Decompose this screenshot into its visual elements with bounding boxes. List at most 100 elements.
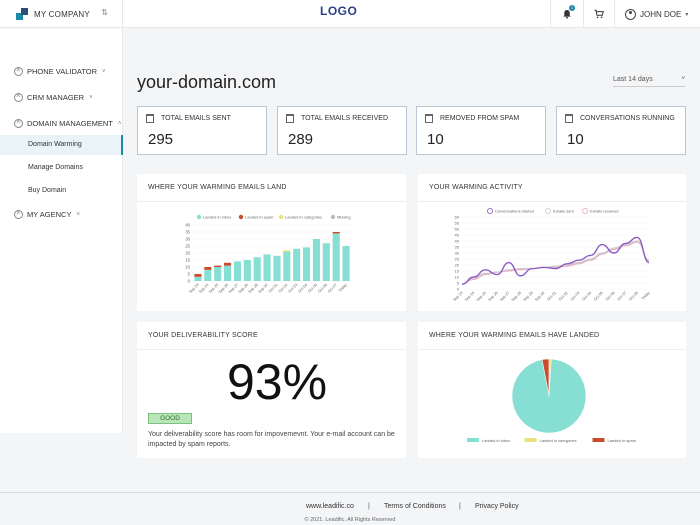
x-tick-label: Sep 30 bbox=[534, 291, 545, 302]
top-header: MY COMPANY ⇅ LOGO 1 JOHN DOE ▾ bbox=[0, 0, 700, 28]
copyright: © 2021. Leadific. All Rights Reserved bbox=[304, 517, 396, 523]
legend-swatch bbox=[196, 214, 202, 220]
legend-swatch bbox=[582, 208, 589, 215]
legend-label: Missing bbox=[337, 215, 351, 220]
legend-label: Landed in inbox bbox=[203, 215, 231, 220]
stat-value: 10 bbox=[427, 131, 444, 148]
stat-value: 295 bbox=[148, 131, 174, 148]
swap-icon[interactable]: ⇅ bbox=[101, 8, 108, 17]
chevron-down-icon: ˅ bbox=[102, 68, 106, 75]
company-logo-icon bbox=[16, 8, 28, 20]
user-menu[interactable]: JOHN DOE ▾ bbox=[614, 0, 700, 28]
card-divider bbox=[418, 349, 686, 350]
x-tick-label: Sep 25 bbox=[208, 283, 219, 294]
legend-swatch bbox=[487, 208, 494, 215]
app-logo[interactable]: LOGO bbox=[320, 4, 358, 18]
footer-separator: | bbox=[459, 503, 461, 510]
bar-segment bbox=[273, 255, 281, 281]
x-tick-label: Oct 06 bbox=[317, 283, 328, 294]
legend-label: Landed in spam bbox=[245, 215, 274, 220]
card-divider bbox=[137, 349, 406, 350]
legend-swatch bbox=[524, 438, 537, 442]
bar-segment bbox=[342, 246, 350, 281]
footer-link-website[interactable]: www.leadific.co bbox=[306, 503, 354, 510]
cart-icon bbox=[594, 9, 604, 19]
cart-button[interactable] bbox=[583, 0, 614, 28]
footer-link-privacy[interactable]: Privacy Policy bbox=[475, 503, 519, 510]
sidebar-item-domain-management[interactable]: DOMAIN MANAGEMENT ˄ bbox=[14, 117, 121, 128]
y-tick-label: 20 bbox=[455, 263, 460, 268]
bar-segment bbox=[293, 248, 301, 281]
legend-label: Emails received bbox=[590, 209, 618, 214]
sidebar-item-my-agency[interactable]: MY AGENCY ˅ bbox=[14, 208, 80, 219]
bar-segment bbox=[194, 276, 202, 281]
stat-label: TOTAL EMAILS SENT bbox=[161, 115, 231, 122]
stat-card-conversations: CONVERSATIONS RUNNING 10 bbox=[556, 106, 686, 155]
x-tick-label: Oct 06 bbox=[605, 291, 616, 302]
legend-swatch bbox=[330, 214, 336, 220]
y-tick-label: 30 bbox=[185, 237, 190, 242]
legend-label: Landed in categories bbox=[285, 215, 322, 220]
x-tick-label: Oct 07 bbox=[617, 291, 628, 302]
x-tick-label: Sep 25 bbox=[476, 291, 487, 302]
chevron-down-icon: ˅ bbox=[89, 94, 93, 101]
bar-segment bbox=[332, 233, 340, 281]
x-tick-label: Oct 03 bbox=[570, 291, 581, 302]
sidebar-subitem-buy-domain[interactable]: Buy Domain bbox=[28, 187, 67, 194]
stat-card-emails-received: TOTAL EMAILS RECEIVED 289 bbox=[277, 106, 407, 155]
x-tick-label: Today bbox=[338, 283, 348, 293]
x-tick-label: Sep 30 bbox=[257, 283, 268, 294]
footer-link-terms[interactable]: Terms of Conditions bbox=[384, 503, 446, 510]
stat-value: 10 bbox=[567, 131, 584, 148]
bar-segment bbox=[312, 239, 320, 281]
legend-label: Conversations started bbox=[495, 209, 534, 214]
land-bar-chart: 0 5 10 15 20 25 30 35 40 Landed in inbox Landed in… bbox=[185, 214, 351, 294]
notifications-button[interactable]: 1 bbox=[550, 0, 583, 28]
notification-badge: 1 bbox=[569, 5, 575, 11]
bar-segment bbox=[214, 265, 222, 267]
bar-segment bbox=[253, 257, 261, 281]
activity-card: YOUR WARMING ACTIVITY 0 5 10 15 20 25 30 35 40 45… bbox=[418, 174, 686, 311]
y-tick-label: 10 bbox=[185, 265, 190, 270]
x-tick-label: Sep 28 bbox=[238, 283, 249, 294]
bar-segment bbox=[332, 232, 340, 234]
x-tick-label: Sep 23 bbox=[452, 291, 463, 302]
sidebar-item-label: MY AGENCY bbox=[27, 210, 72, 219]
x-tick-label: Today bbox=[641, 291, 651, 301]
x-tick-label: Oct 02 bbox=[278, 283, 289, 294]
chevron-down-icon: ▾ bbox=[685, 11, 689, 18]
y-tick-label: 0 bbox=[457, 287, 460, 292]
x-tick-label: Sep 29 bbox=[248, 283, 259, 294]
card-title: WHERE YOUR WARMING EMAILS HAVE LANDED bbox=[429, 332, 600, 339]
stat-label: TOTAL EMAILS RECEIVED bbox=[301, 115, 389, 122]
sidebar-subitem-domain-warming[interactable]: Domain Warming bbox=[0, 135, 123, 155]
series-line bbox=[461, 240, 650, 285]
x-tick-label: Oct 03 bbox=[288, 283, 299, 294]
stat-card-emails-sent: TOTAL EMAILS SENT 295 bbox=[137, 106, 267, 155]
bar-segment bbox=[194, 274, 202, 277]
deliverability-score: 93% bbox=[227, 354, 328, 410]
sidebar-subitem-manage-domains[interactable]: Manage Domains bbox=[28, 164, 83, 171]
y-tick-label: 50 bbox=[455, 227, 460, 232]
y-tick-label: 25 bbox=[455, 257, 460, 262]
y-tick-label: 10 bbox=[455, 275, 460, 280]
sidebar-item-crm-manager[interactable]: CRM MANAGER ˅ bbox=[14, 91, 93, 102]
card-divider bbox=[418, 201, 686, 202]
y-tick-label: 15 bbox=[185, 258, 190, 263]
period-select-value: Last 14 days bbox=[613, 76, 653, 83]
x-tick-label: Sep 26 bbox=[487, 291, 498, 302]
x-tick-label: Oct 04 bbox=[582, 291, 593, 302]
bar-segment bbox=[283, 250, 291, 252]
x-tick-label: Oct 08 bbox=[628, 291, 639, 302]
period-select[interactable]: Last 14 days ˅ bbox=[613, 76, 685, 87]
y-tick-label: 15 bbox=[455, 269, 460, 274]
sidebar-item-phone-validator[interactable]: PHONE VALIDATOR ˅ bbox=[14, 65, 106, 76]
company-name: MY COMPANY bbox=[34, 9, 90, 19]
footer: www.leadific.co | Terms of Conditions | … bbox=[0, 492, 700, 525]
landed-card: WHERE YOUR WARMING EMAILS HAVE LANDED La… bbox=[418, 322, 686, 458]
sidebar: PHONE VALIDATOR ˅ CRM MANAGER ˅ DOMAIN M… bbox=[0, 29, 123, 433]
card-title: WHERE YOUR WARMING EMAILS LAND bbox=[148, 184, 287, 191]
company-switcher[interactable]: MY COMPANY ⇅ bbox=[0, 0, 123, 28]
stat-label: REMOVED FROM SPAM bbox=[440, 115, 520, 122]
